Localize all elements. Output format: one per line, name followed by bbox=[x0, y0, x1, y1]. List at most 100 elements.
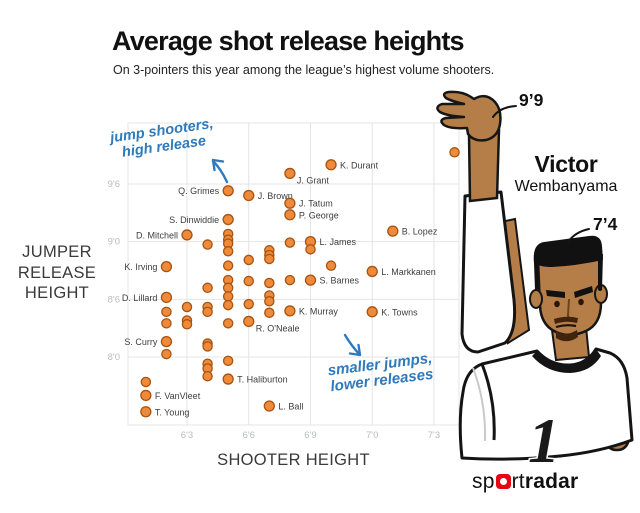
data-point-label: T. Young bbox=[155, 407, 190, 417]
data-point bbox=[243, 189, 255, 202]
annotation-release-height: 9’9 bbox=[519, 90, 544, 110]
logo-text-radar: radar bbox=[524, 470, 579, 493]
wembanyama-illustration: 1 bbox=[436, 90, 634, 478]
data-point bbox=[222, 355, 234, 367]
data-point bbox=[264, 295, 275, 307]
data-point bbox=[222, 291, 234, 302]
data-point-label: J. Grant bbox=[297, 175, 330, 185]
data-point bbox=[140, 389, 152, 402]
data-point bbox=[222, 373, 234, 385]
data-point-label: K. Irving bbox=[124, 262, 157, 272]
data-point-label: D. Mitchell bbox=[136, 230, 178, 240]
data-point bbox=[222, 260, 234, 271]
data-point bbox=[264, 277, 275, 289]
data-point bbox=[284, 274, 296, 286]
data-point bbox=[366, 265, 378, 278]
data-point bbox=[222, 213, 234, 226]
svg-text:8'0: 8'0 bbox=[108, 352, 120, 363]
hand-icon bbox=[436, 90, 502, 142]
data-point bbox=[284, 167, 296, 180]
data-point-label: L. James bbox=[319, 237, 356, 247]
y-axis-title-line: HEIGHT bbox=[24, 284, 90, 303]
data-point-label: K. Murray bbox=[299, 306, 339, 316]
arrow-up-left-icon bbox=[211, 158, 229, 184]
player-height-line bbox=[567, 228, 590, 243]
y-axis-title: JUMPER RELEASE HEIGHT bbox=[6, 242, 108, 304]
svg-text:6'9: 6'9 bbox=[304, 430, 316, 441]
data-point bbox=[264, 307, 275, 319]
data-point bbox=[449, 147, 460, 158]
hair bbox=[533, 235, 603, 267]
release-height-line bbox=[492, 105, 517, 118]
y-axis-title-line: JUMPER bbox=[22, 243, 92, 261]
data-point-label: L. Markkanen bbox=[381, 267, 436, 277]
data-point bbox=[181, 301, 193, 313]
data-point-label: Q. Grimes bbox=[178, 186, 220, 196]
data-point-label: T. Haliburton bbox=[237, 375, 288, 385]
arrow-down-right-icon bbox=[343, 333, 362, 357]
data-point bbox=[304, 274, 317, 286]
data-point bbox=[284, 237, 296, 248]
data-point bbox=[160, 260, 173, 273]
data-point bbox=[222, 318, 234, 329]
svg-text:6'6: 6'6 bbox=[243, 430, 255, 441]
data-point bbox=[160, 335, 173, 348]
data-point bbox=[222, 185, 234, 197]
player-first-name: Victor bbox=[534, 151, 598, 177]
data-point bbox=[202, 239, 213, 250]
data-point-label: F. VanVleet bbox=[155, 391, 201, 401]
data-point bbox=[160, 291, 173, 304]
logo-text-sp: sp bbox=[472, 470, 495, 493]
data-point bbox=[243, 298, 254, 310]
page-subtitle: On 3-pointers this year among the league… bbox=[113, 63, 495, 77]
data-point bbox=[161, 318, 172, 329]
data-point bbox=[140, 406, 152, 418]
data-point bbox=[222, 246, 234, 257]
data-point bbox=[263, 400, 275, 412]
data-point-label: K. Durant bbox=[340, 160, 379, 170]
data-point bbox=[222, 299, 234, 311]
data-point bbox=[264, 253, 275, 265]
svg-text:9'0: 9'0 bbox=[108, 237, 120, 248]
data-point bbox=[222, 282, 234, 294]
data-point bbox=[161, 306, 172, 318]
svg-text:7'0: 7'0 bbox=[366, 430, 378, 441]
logo-text-rt: rt bbox=[511, 470, 525, 493]
svg-text:9'6: 9'6 bbox=[108, 179, 120, 190]
data-point bbox=[202, 370, 213, 382]
data-point bbox=[366, 306, 378, 318]
data-point bbox=[161, 348, 172, 360]
gridlines bbox=[127, 122, 460, 426]
data-point-label: B. Lopez bbox=[402, 227, 438, 237]
data-point-label: L. Ball bbox=[278, 401, 303, 411]
data-point-label: S. Dinwiddie bbox=[169, 215, 219, 225]
logo-o-icon bbox=[495, 474, 511, 489]
data-point-label: S. Barnes bbox=[319, 276, 359, 286]
jersey bbox=[458, 347, 634, 461]
svg-text:8'6: 8'6 bbox=[108, 294, 120, 305]
data-point bbox=[202, 306, 213, 318]
data-point-label: D. Lillard bbox=[122, 293, 158, 303]
data-point bbox=[243, 275, 254, 287]
axis-tick-labels: 6'3 6'6 6'9 7'0 7'3 8'0 8'6 9'0 9'6 bbox=[108, 179, 441, 441]
jersey-number: 1 bbox=[528, 405, 560, 476]
page-title: Average shot release heights bbox=[112, 26, 465, 56]
x-axis-title: SHOOTER HEIGHT bbox=[217, 451, 370, 469]
data-point-label: R. O'Neale bbox=[256, 323, 300, 333]
data-point-label: K. Towns bbox=[381, 307, 418, 317]
data-point bbox=[305, 244, 316, 255]
player-last-name: Wembanyama bbox=[514, 178, 618, 195]
data-point-label: J. Brown bbox=[258, 191, 293, 201]
data-point-label: J. Tatum bbox=[299, 199, 333, 209]
data-point-label: P. George bbox=[299, 210, 339, 220]
data-point-label: S. Curry bbox=[124, 337, 158, 347]
data-point bbox=[284, 197, 296, 209]
data-point bbox=[202, 282, 213, 294]
data-point bbox=[202, 341, 213, 352]
data-point bbox=[243, 315, 255, 328]
y-axis-title-line: RELEASE bbox=[17, 263, 97, 282]
player-name: Victor Wembanyama bbox=[498, 151, 634, 196]
data-point bbox=[284, 209, 296, 221]
